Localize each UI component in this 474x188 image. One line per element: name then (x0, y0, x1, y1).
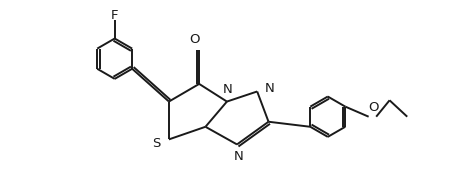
Text: O: O (190, 33, 200, 46)
Text: O: O (368, 101, 378, 114)
Text: F: F (111, 9, 118, 22)
Text: N: N (234, 150, 244, 163)
Text: N: N (265, 83, 274, 96)
Text: N: N (222, 83, 232, 96)
Text: S: S (153, 137, 161, 150)
